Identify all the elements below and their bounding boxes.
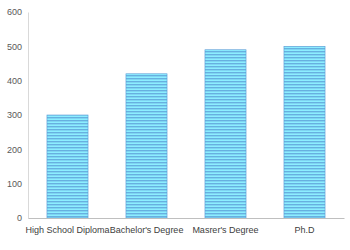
y-tick-label: 500 <box>7 42 22 52</box>
y-tick-label: 300 <box>7 110 22 120</box>
x-axis: High School DiplomaBachelor's Degree Masr… <box>25 218 344 235</box>
x-tick-label: Ph.D <box>294 225 315 235</box>
x-tick-label: Bachelor's Degree <box>110 225 184 235</box>
x-tick: Ph.D <box>294 218 315 235</box>
y-tick-label: 200 <box>7 145 22 155</box>
bar <box>205 50 246 218</box>
y-tick-label: 400 <box>7 76 22 86</box>
bar <box>126 74 167 218</box>
y-tick: 600 <box>7 7 28 17</box>
x-axis-line <box>29 218 345 219</box>
y-tick-label: 600 <box>7 7 22 17</box>
y-tick-label: 0 <box>17 213 22 223</box>
chart: 0 100 200 300 400 500 600 High School DiplomaBa… <box>0 0 350 250</box>
y-tick: 200 <box>7 145 28 155</box>
bar <box>47 115 88 218</box>
y-tick: 0 <box>17 213 28 223</box>
y-tick: 500 <box>7 42 28 52</box>
y-tick: 400 <box>7 76 28 86</box>
y-tick: 100 <box>7 179 28 189</box>
y-tick-label: 100 <box>7 179 22 189</box>
bars <box>47 46 325 218</box>
x-tick-label: High School Diploma <box>25 225 109 235</box>
y-axis: 0 100 200 300 400 500 600 <box>7 7 29 223</box>
x-tick: High School Diploma <box>25 218 109 235</box>
x-tick-label: Masrer's Degree <box>192 225 258 235</box>
bar <box>284 46 325 218</box>
plot: 0 100 200 300 400 500 600 High School DiplomaBa… <box>7 7 345 235</box>
y-tick: 300 <box>7 110 28 120</box>
y-axis-line <box>28 13 29 219</box>
x-tick: Masrer's Degree <box>192 218 258 235</box>
x-tick: Bachelor's Degree <box>110 218 184 235</box>
